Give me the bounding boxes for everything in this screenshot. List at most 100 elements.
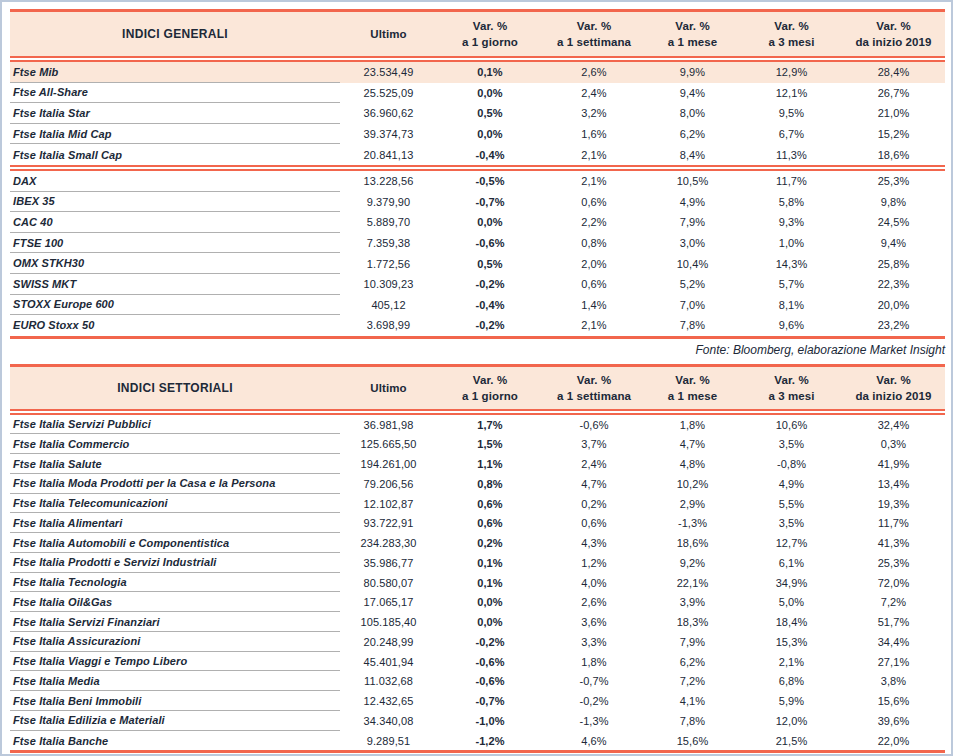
var-3-month-value-cell: 5,5% bbox=[740, 494, 843, 514]
var-3-month-value-cell: 9,6% bbox=[740, 315, 843, 336]
var-1-day-value-cell: 0,5% bbox=[437, 103, 543, 124]
column-header-line2: a 1 giorno bbox=[462, 388, 518, 404]
var-1-month-value-cell: 9,9% bbox=[645, 62, 740, 83]
column-header-var-1-day: Var. % a 1 giorno bbox=[437, 12, 543, 56]
ultimo-value-cell: 35.986,77 bbox=[340, 553, 437, 573]
column-header-var-1-month: Var. % a 1 mese bbox=[645, 367, 740, 409]
index-name-cell: Ftse Italia Media bbox=[10, 671, 340, 691]
var-ytd-value-cell: 11,7% bbox=[843, 513, 944, 533]
ultimo-value-cell: 234.283,30 bbox=[340, 533, 437, 553]
table-row: Ftse Mib23.534,490,1%2,6%9,9%12,9%28,4% bbox=[10, 62, 945, 83]
var-ytd-value-cell: 25,8% bbox=[843, 253, 944, 274]
ultimo-value-cell: 80.580,07 bbox=[340, 573, 437, 593]
ultimo-value-cell: 9.289,51 bbox=[340, 731, 437, 751]
var-1-month-value-cell: 5,2% bbox=[645, 274, 740, 295]
var-1-week-value-cell: 2,1% bbox=[543, 171, 645, 192]
column-header-line1: Var. % bbox=[774, 18, 809, 34]
var-1-week-value-cell: -1,3% bbox=[543, 711, 645, 731]
indici-settoriali-table: INDICI SETTORIALI Ultimo Var. % a 1 gior… bbox=[10, 364, 945, 754]
table-row: Ftse Italia Edilizia e Materiali34.340,0… bbox=[10, 711, 945, 731]
var-1-week-value-cell: 0,6% bbox=[543, 513, 645, 533]
var-1-month-value-cell: 6,2% bbox=[645, 124, 740, 145]
index-name-cell: Ftse Italia Servizi Finanziari bbox=[10, 612, 340, 632]
var-1-day-value-cell: 0,6% bbox=[437, 494, 543, 514]
italian-indices-group: Ftse Mib23.534,490,1%2,6%9,9%12,9%28,4% F… bbox=[10, 62, 945, 165]
var-1-day-value-cell: -0,5% bbox=[437, 171, 543, 192]
var-ytd-value-cell: 28,4% bbox=[843, 62, 944, 83]
table-row: Ftse Italia Commercio125.665,501,5%3,7%4… bbox=[10, 434, 945, 454]
var-1-day-value-cell: -1,2% bbox=[437, 731, 543, 751]
var-1-month-value-cell: 15,6% bbox=[645, 731, 740, 751]
table-row: Ftse Italia Moda Prodotti per la Casa e … bbox=[10, 474, 945, 494]
var-1-week-value-cell: 2,2% bbox=[543, 212, 645, 233]
var-1-month-value-cell: 6,2% bbox=[645, 652, 740, 672]
var-3-month-value-cell: 4,9% bbox=[740, 474, 843, 494]
var-1-day-value-cell: 0,0% bbox=[437, 612, 543, 632]
var-3-month-value-cell: 1,0% bbox=[740, 233, 843, 254]
var-3-month-value-cell: 5,8% bbox=[740, 192, 843, 213]
table-row: OMX STKH301.772,560,5%2,0%10,4%14,3%25,8… bbox=[10, 253, 945, 274]
var-3-month-value-cell: 5,0% bbox=[740, 592, 843, 612]
var-1-month-value-cell: 4,7% bbox=[645, 434, 740, 454]
var-ytd-value-cell: 0,3% bbox=[843, 434, 944, 454]
var-1-month-value-cell: 8,4% bbox=[645, 144, 740, 165]
var-ytd-value-cell: 24,5% bbox=[843, 212, 944, 233]
ultimo-value-cell: 10.309,23 bbox=[340, 274, 437, 295]
var-1-month-value-cell: 7,0% bbox=[645, 295, 740, 316]
column-header-var-ytd-2019: Var. % da inizio 2019 bbox=[843, 367, 944, 409]
column-header-line1: Var. % bbox=[577, 18, 612, 34]
var-3-month-value-cell: 9,3% bbox=[740, 212, 843, 233]
column-header-line2: a 1 settimana bbox=[557, 388, 631, 404]
var-ytd-value-cell: 41,3% bbox=[843, 533, 944, 553]
var-ytd-value-cell: 22,0% bbox=[843, 731, 944, 751]
var-1-week-value-cell: -0,7% bbox=[543, 671, 645, 691]
table-row: Ftse Italia Oil&Gas17.065,170,0%2,6%3,9%… bbox=[10, 592, 945, 612]
var-1-week-value-cell: 0,8% bbox=[543, 233, 645, 254]
var-ytd-value-cell: 23,2% bbox=[843, 315, 944, 336]
var-1-day-value-cell: -0,2% bbox=[437, 274, 543, 295]
var-1-week-value-cell: 0,2% bbox=[543, 494, 645, 514]
var-1-week-value-cell: 1,6% bbox=[543, 124, 645, 145]
var-ytd-value-cell: 7,2% bbox=[843, 592, 944, 612]
var-ytd-value-cell: 32,4% bbox=[843, 415, 944, 435]
ultimo-value-cell: 34.340,08 bbox=[340, 711, 437, 731]
column-header-line2: a 1 settimana bbox=[557, 34, 631, 50]
table-row: Ftse Italia Mid Cap39.374,730,0%1,6%6,2%… bbox=[10, 124, 945, 145]
var-1-week-value-cell: 3,3% bbox=[543, 632, 645, 652]
var-3-month-value-cell: 8,1% bbox=[740, 295, 843, 316]
table-row: Ftse Italia Servizi Pubblici36.981,981,7… bbox=[10, 415, 945, 435]
ultimo-value-cell: 39.374,73 bbox=[340, 124, 437, 145]
index-name-cell: Ftse Italia Oil&Gas bbox=[10, 592, 340, 612]
ultimo-value-cell: 12.432,65 bbox=[340, 691, 437, 711]
table-row: FTSE 1007.359,38-0,6%0,8%3,0%1,0%9,4% bbox=[10, 233, 945, 254]
var-1-day-value-cell: 0,0% bbox=[437, 212, 543, 233]
var-1-month-value-cell: 4,1% bbox=[645, 691, 740, 711]
var-1-month-value-cell: 18,3% bbox=[645, 612, 740, 632]
var-ytd-value-cell: 25,3% bbox=[843, 553, 944, 573]
index-name-cell: Ftse Italia Alimentari bbox=[10, 513, 340, 533]
index-name-cell: SWISS MKT bbox=[10, 274, 340, 295]
var-3-month-value-cell: 6,8% bbox=[740, 671, 843, 691]
table-row: Ftse Italia Small Cap20.841,13-0,4%2,1%8… bbox=[10, 144, 945, 165]
var-1-day-value-cell: 0,0% bbox=[437, 83, 543, 104]
index-name-cell: Ftse Italia Automobili e Componentistica bbox=[10, 533, 340, 553]
var-1-day-value-cell: -0,2% bbox=[437, 315, 543, 336]
ultimo-value-cell: 79.206,56 bbox=[340, 474, 437, 494]
var-1-week-value-cell: 1,4% bbox=[543, 295, 645, 316]
index-name-cell: Ftse Italia Beni Immobili bbox=[10, 691, 340, 711]
table-row: EURO Stoxx 503.698,99-0,2%2,1%7,8%9,6%23… bbox=[10, 315, 945, 336]
var-1-month-value-cell: 7,2% bbox=[645, 671, 740, 691]
column-header-var-3-month: Var. % a 3 mesi bbox=[740, 367, 843, 409]
var-1-day-value-cell: -0,6% bbox=[437, 652, 543, 672]
index-name-cell: Ftse Italia Tecnologia bbox=[10, 573, 340, 593]
var-1-week-value-cell: -0,6% bbox=[543, 415, 645, 435]
column-header-line1: Var. % bbox=[675, 18, 710, 34]
var-1-day-value-cell: -0,4% bbox=[437, 144, 543, 165]
var-1-week-value-cell: 2,1% bbox=[543, 315, 645, 336]
var-1-day-value-cell: -0,6% bbox=[437, 233, 543, 254]
ultimo-value-cell: 194.261,00 bbox=[340, 454, 437, 474]
column-header-var-ytd-2019: Var. % da inizio 2019 bbox=[843, 12, 944, 56]
ultimo-value-cell: 9.379,90 bbox=[340, 192, 437, 213]
var-1-week-value-cell: 0,6% bbox=[543, 274, 645, 295]
var-1-month-value-cell: 9,4% bbox=[645, 83, 740, 104]
